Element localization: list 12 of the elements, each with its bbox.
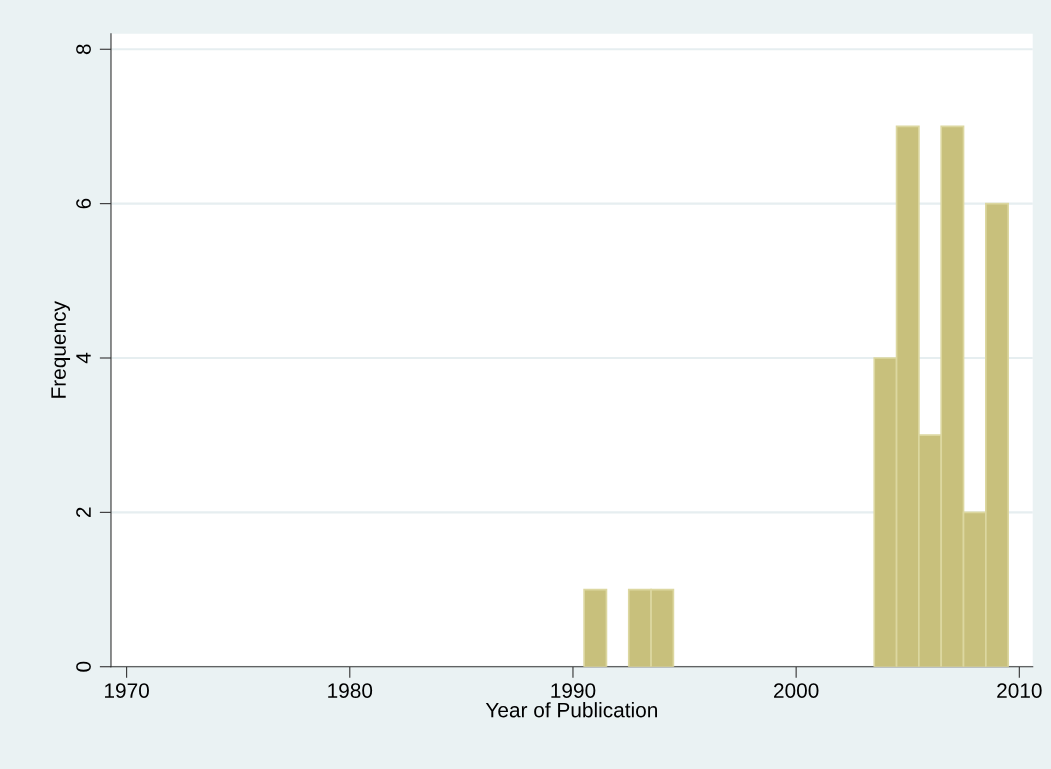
y-tick-label: 4: [76, 352, 91, 364]
y-tick-label: 8: [76, 44, 91, 55]
x-tick-label: 1980: [328, 683, 373, 698]
y-axis-title: Frequency: [51, 301, 71, 398]
x-tick-label: 1990: [551, 683, 596, 698]
x-axis-title: Year of Publication: [485, 702, 657, 718]
x-tick-label: 2010: [997, 683, 1042, 698]
x-tick-label: 1970: [105, 683, 149, 698]
y-tick-label: 6: [76, 198, 91, 209]
y-tick-label: 0: [76, 661, 91, 672]
x-tick-label: 2000: [774, 683, 819, 698]
y-tick-label: 2: [76, 507, 91, 518]
